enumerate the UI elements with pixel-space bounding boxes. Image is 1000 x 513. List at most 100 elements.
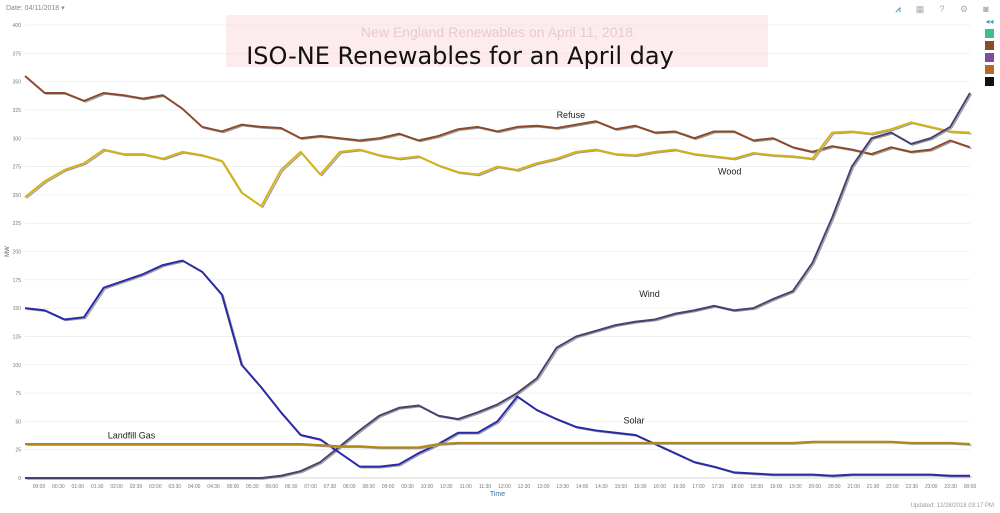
settings-icon[interactable]: ⚙ [959,4,969,14]
x-tick-label: 15:00 [615,484,628,490]
legend-swatch-5[interactable] [985,77,994,86]
x-tick-label: 01:30 [91,484,104,490]
y-tick-label: 225 [13,221,22,227]
y-tick-label: 75 [15,391,21,397]
x-tick-label: 13:30 [556,484,569,490]
x-tick-label: 20:00 [809,484,822,490]
x-tick-label: 11:00 [460,484,472,490]
x-tick-label: 23:00 [925,484,938,490]
x-tick-label: 07:30 [324,484,337,490]
series-shadow-refuse [26,76,972,156]
series-shadow-landfill-gas [26,442,972,450]
x-tick-label: 18:30 [750,484,763,490]
date-selector[interactable]: Date: 04/11/2018 ▾ [6,5,65,12]
series-annotation: Wood [718,166,741,176]
chart-title: ISO-NE Renewables for an April day [246,42,674,70]
y-tick-label: 100 [13,363,22,369]
legend-swatch-2[interactable] [985,41,994,50]
x-tick-label: 17:00 [692,484,705,490]
x-tick-label: 12:00 [498,484,511,490]
camera-icon[interactable]: ◙ [983,4,989,14]
y-tick-label: 400 [13,23,22,29]
x-tick-label: 03:00 [149,484,162,490]
y-tick-label: 175 [13,278,22,284]
x-tick-label: 14:00 [576,484,589,490]
x-tick-label: 19:30 [789,484,802,490]
banner-title: New England Renewables on April 11, 2018 [360,24,634,40]
grid-icon[interactable]: ▦ [915,4,925,14]
x-tick-label: 14:30 [595,484,608,490]
top-bar: Date: 04/11/2018 ▾ ⩘ ▦ ? ⚙ ◙ [0,0,1000,18]
y-axis-label: MW [5,246,11,257]
x-tick-label: 09:30 [401,484,414,490]
legend-collapse-icon[interactable]: ◂◂ [985,17,994,26]
series-annotation: Landfill Gas [108,430,156,440]
y-tick-label: 325 [13,108,22,114]
help-icon[interactable]: ? [939,4,945,14]
x-tick-label: 02:00 [110,484,123,490]
chart-banner: New England Renewables on April 11, 2018 [226,15,768,67]
x-tick-label: 01:00 [72,484,85,490]
legend-swatch-3[interactable] [985,53,994,62]
x-tick-label: 23:30 [944,484,957,490]
x-tick-label: 13:00 [537,484,550,490]
chart-type-icon[interactable]: ⩘ [895,4,901,14]
x-tick-label: 05:00 [227,484,240,490]
x-tick-label: 17:30 [712,484,725,490]
x-tick-label: 11:30 [479,484,491,490]
x-tick-label: 00:00 [964,484,977,490]
x-tick-label: 15:30 [634,484,647,490]
x-tick-label: 09:00 [382,484,395,490]
y-tick-label: 0 [18,476,21,482]
y-tick-label: 350 [13,80,22,86]
y-tick-label: 200 [13,250,22,256]
x-tick-label: 21:30 [867,484,880,490]
chart-toolbar: ⩘ ▦ ? ⚙ ◙ [892,3,992,15]
y-tick-label: 275 [13,165,22,171]
x-tick-label: 16:00 [653,484,666,490]
y-tick-label: 125 [13,334,22,340]
x-tick-label: 04:00 [188,484,201,490]
y-tick-label: 250 [13,193,22,199]
x-tick-label: 08:00 [343,484,356,490]
legend-panel: ◂◂ [985,18,994,86]
x-tick-label: 12:30 [518,484,531,490]
x-tick-label: 22:00 [886,484,899,490]
x-tick-label: 19:00 [770,484,783,490]
updated-timestamp: Updated: 12/28/2018 03:17 PM [910,503,994,509]
series-annotation: Refuse [557,110,586,120]
x-tick-label: 04:30 [207,484,220,490]
series-annotation: Solar [624,416,645,426]
y-tick-label: 300 [13,136,22,142]
x-tick-label: 16:30 [673,484,686,490]
series-line-refuse [24,75,971,156]
x-tick-label: 00:00 [33,484,46,490]
x-tick-label: 10:00 [421,484,434,490]
y-tick-label: 150 [13,306,22,312]
x-tick-label: 06:30 [285,484,298,490]
x-tick-label: 18:00 [731,484,744,490]
x-tick-label: 00:30 [52,484,65,490]
legend-swatch-4[interactable] [985,65,994,74]
legend-swatch-1[interactable] [985,29,994,38]
x-tick-label: 07:00 [304,484,317,490]
x-axis-label: Time [490,491,505,498]
series-shadow-wind [26,93,973,480]
series-line-solar [24,259,970,477]
series-annotation: Wind [639,289,660,299]
series-line-landfill-gas [25,440,971,449]
x-tick-label: 05:30 [246,484,259,490]
x-tick-label: 02:30 [130,484,143,490]
y-tick-label: 25 [15,448,21,454]
x-tick-label: 03:30 [169,484,182,490]
x-tick-label: 22:30 [906,484,919,490]
x-tick-label: 10:30 [440,484,453,490]
x-tick-label: 20:30 [828,484,841,490]
x-tick-label: 06:00 [265,484,278,490]
y-tick-label: 375 [13,51,22,57]
series-line-wood [24,121,971,208]
x-tick-label: 21:00 [847,484,860,490]
x-tick-label: 08:30 [362,484,375,490]
y-tick-label: 50 [15,419,21,425]
